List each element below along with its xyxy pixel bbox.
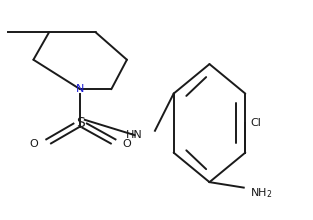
Text: Cl: Cl — [250, 118, 261, 128]
Text: HN: HN — [126, 130, 142, 140]
Text: O: O — [122, 139, 131, 149]
Text: N: N — [76, 84, 84, 94]
Text: NH$_2$: NH$_2$ — [250, 186, 273, 200]
Text: S: S — [76, 116, 85, 130]
Text: O: O — [29, 139, 38, 149]
